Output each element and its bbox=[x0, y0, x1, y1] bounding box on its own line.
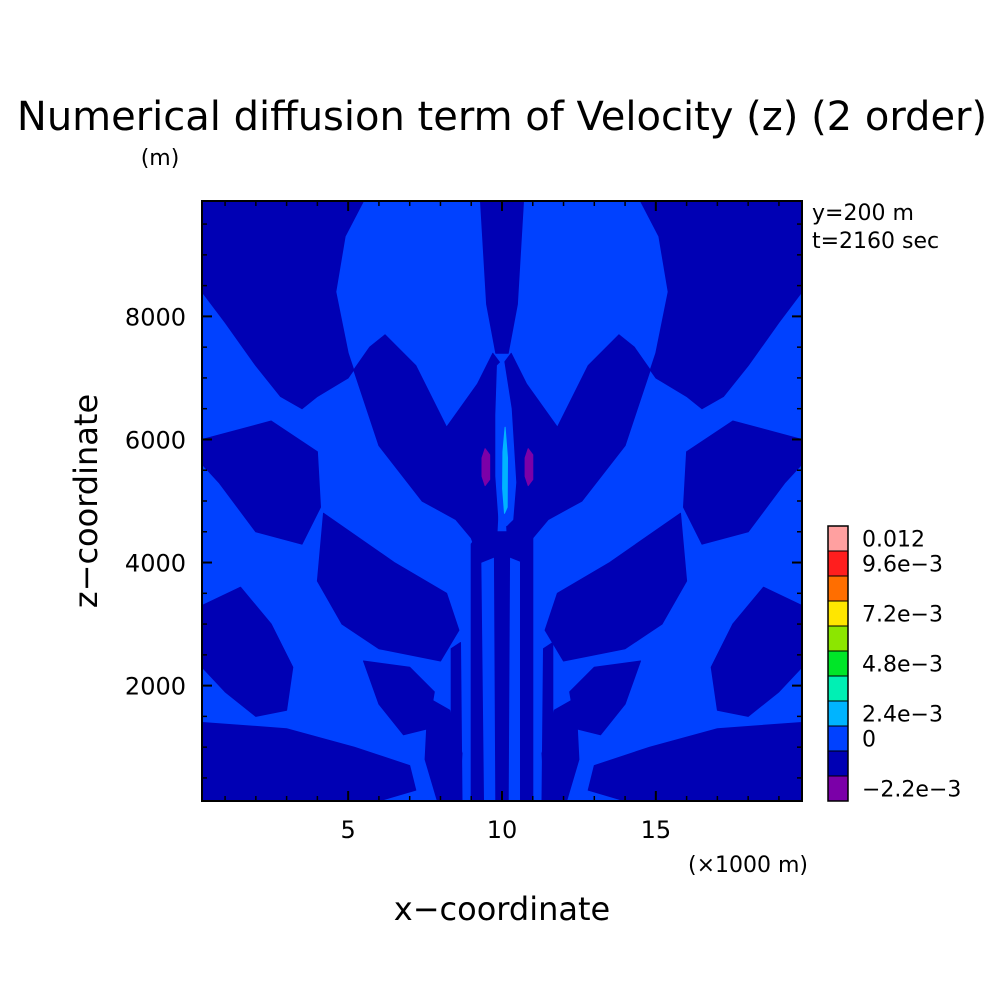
contour-region-negative-small-2 bbox=[480, 201, 524, 354]
x-tick-label: 5 bbox=[341, 816, 356, 844]
contour-region-negative-small-18 bbox=[450, 642, 463, 801]
contour-region-negative-small-5 bbox=[316, 512, 460, 662]
contour-region-negative-small-9 bbox=[202, 722, 417, 801]
y-axis-label: z−coordinate bbox=[67, 394, 105, 608]
colorbar-swatch bbox=[827, 550, 849, 577]
colorbar-swatch bbox=[827, 650, 849, 677]
x-axis-unit: (×1000 m) bbox=[688, 853, 808, 878]
contour-region-negative-small-7 bbox=[202, 586, 294, 717]
colorbar-swatch bbox=[827, 525, 849, 552]
contour-region-negative-small-15 bbox=[470, 531, 484, 801]
colorbar-label: −2.2e−3 bbox=[862, 778, 961, 803]
colorbar-label: 4.8e−3 bbox=[862, 653, 943, 678]
colorbar-swatch bbox=[827, 575, 849, 602]
annotation-y: y=200 m bbox=[812, 201, 914, 226]
colorbar-frame bbox=[827, 525, 849, 802]
contour-region-negative-small-3 bbox=[202, 420, 321, 545]
contour-region-positive-2.4e-3-23 bbox=[502, 426, 508, 514]
colorbar-swatch bbox=[827, 675, 849, 702]
colorbar-swatch bbox=[827, 700, 849, 727]
contour-region-negative-small-1 bbox=[501, 201, 802, 563]
contour-region-negative-small-8 bbox=[710, 586, 802, 717]
x-tick-label: 15 bbox=[641, 816, 672, 844]
annotation-t: t=2160 sec bbox=[812, 229, 939, 254]
colorbar-swatch bbox=[827, 725, 849, 752]
plot-area bbox=[201, 200, 803, 802]
contour-region-negative-small-4 bbox=[683, 420, 802, 545]
colorbar-swatch bbox=[827, 600, 849, 627]
contour-region-negative-small-17 bbox=[493, 531, 511, 801]
colorbar-label: 7.2e−3 bbox=[862, 603, 943, 628]
x-tick-label: 10 bbox=[487, 816, 518, 844]
contour-region-negative-small-21 bbox=[741, 749, 802, 779]
chart-title: Numerical diffusion term of Velocity (z)… bbox=[17, 94, 987, 140]
colorbar-label: 2.4e−3 bbox=[862, 703, 943, 728]
y-tick-label: 6000 bbox=[125, 426, 186, 454]
y-tick-label: 2000 bbox=[125, 673, 186, 701]
y-axis-unit: (m) bbox=[141, 146, 180, 171]
colorbar-label: 0 bbox=[862, 728, 876, 753]
colorbar-swatch bbox=[827, 775, 849, 802]
colorbar-label: 9.6e−3 bbox=[862, 553, 943, 578]
contour-region-negative-small-0 bbox=[202, 201, 506, 563]
colorbar-swatch bbox=[827, 750, 849, 777]
contour-region-negative-small-20 bbox=[202, 749, 263, 779]
colorbar-swatch bbox=[827, 625, 849, 652]
contour-region-min-24 bbox=[481, 448, 491, 487]
contour-region-negative-small-16 bbox=[520, 531, 534, 801]
colorbar: −2.2e−3 02.4e−3 4.8e−3 7.2e−3 9.6e−30.012 bbox=[827, 525, 961, 803]
contour-region-negative-small-6 bbox=[544, 512, 688, 662]
x-axis-label: x−coordinate bbox=[394, 890, 610, 928]
colorbar-label: 0.012 bbox=[862, 528, 925, 553]
y-tick-label: 8000 bbox=[125, 303, 186, 331]
contour-region-negative-small-10 bbox=[587, 722, 802, 801]
contour-region-min-25 bbox=[524, 448, 534, 487]
contour-region-negative-small-19 bbox=[541, 642, 554, 801]
y-tick-label: 4000 bbox=[125, 550, 186, 578]
